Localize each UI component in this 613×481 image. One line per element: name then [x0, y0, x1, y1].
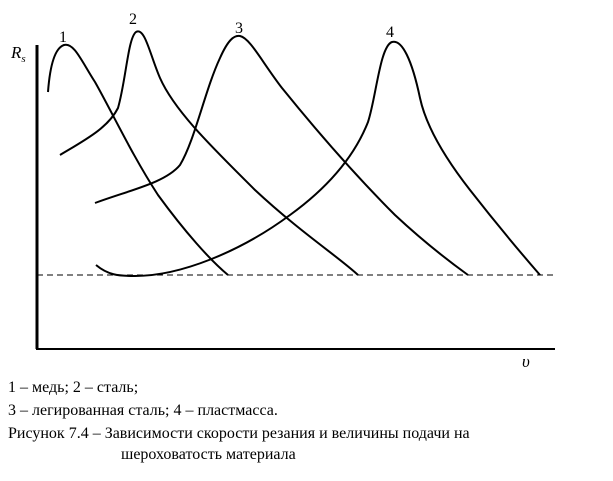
series-2-label: 2: [129, 11, 137, 28]
series-1-label: 1: [59, 29, 67, 46]
series-3-curve: [94, 34, 469, 276]
y-axis-label-sub: s: [21, 53, 25, 65]
y-axis-label: Rs: [10, 43, 26, 65]
y-axis-label-main: R: [10, 43, 22, 62]
figure-caption-title: Рисунок 7.4 – Зависимости скорости резан…: [8, 425, 470, 442]
figure-7-4: Rs υ 1 2 3 4: [10, 11, 555, 371]
legend-line-1: 1 – медь; 2 – сталь;: [8, 379, 139, 396]
series-1-curve: [47, 43, 229, 276]
x-axis-label: υ: [522, 352, 530, 371]
figure-caption-continued: шероховатость материала: [121, 446, 296, 463]
series-3-label: 3: [235, 20, 243, 37]
series-4-label: 4: [386, 24, 394, 41]
series-4-curve: [95, 40, 541, 278]
legend-line-2: 3 – легированная сталь; 4 – пластмасса.: [8, 402, 278, 419]
series-2-curve: [59, 30, 359, 276]
